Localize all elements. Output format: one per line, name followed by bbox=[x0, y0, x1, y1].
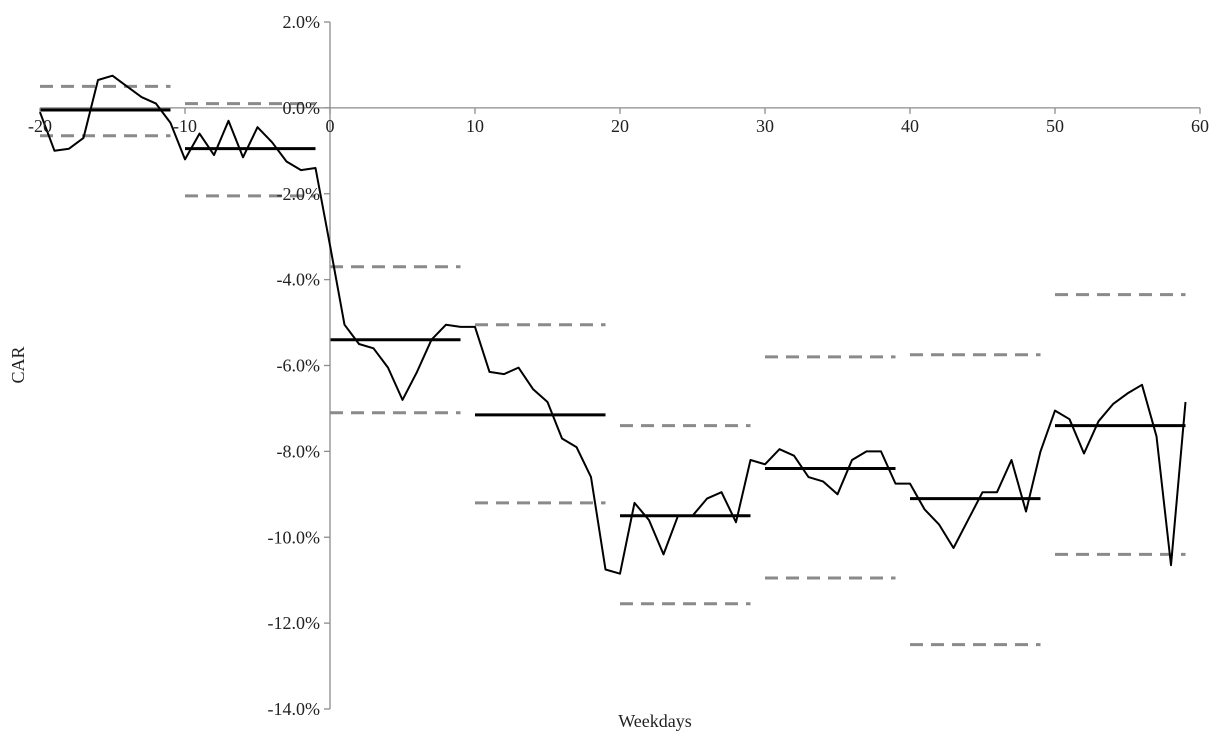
x-tick-label: -10 bbox=[173, 116, 197, 136]
x-tick-label: 60 bbox=[1191, 116, 1209, 136]
y-tick-label: -14.0% bbox=[268, 699, 321, 719]
y-tick-label: -10.0% bbox=[268, 527, 321, 547]
x-tick-label: 10 bbox=[466, 116, 484, 136]
y-tick-label: -4.0% bbox=[277, 270, 321, 290]
y-tick-label: 0.0% bbox=[283, 98, 321, 118]
car-series bbox=[39, 74, 1187, 575]
x-tick-label: 40 bbox=[901, 116, 919, 136]
y-tick-label: -12.0% bbox=[268, 613, 321, 633]
axes bbox=[39, 21, 1201, 710]
x-tick-labels: -20 -10 0 10 20 30 40 50 60 bbox=[28, 116, 1209, 136]
confidence-bands bbox=[40, 84, 1186, 647]
x-tick-label: -20 bbox=[28, 116, 52, 136]
x-tick-label: 30 bbox=[756, 116, 774, 136]
x-tick-label: 50 bbox=[1046, 116, 1064, 136]
y-tick-label: -2.0% bbox=[277, 184, 321, 204]
y-tick-label: 2.0% bbox=[283, 12, 321, 32]
y-tick-label: -8.0% bbox=[277, 441, 321, 461]
y-tick-labels: 2.0% 0.0% -2.0% -4.0% -6.0% -8.0% -10.0% -12.0%… bbox=[268, 12, 321, 719]
x-axis-title: Weekdays bbox=[618, 711, 692, 731]
car-series-line bbox=[39, 74, 1187, 575]
x-tick-label: 20 bbox=[611, 116, 629, 136]
period-means bbox=[40, 108, 1186, 518]
y-tick-label: -6.0% bbox=[277, 356, 321, 376]
x-tick-label: 0 bbox=[326, 116, 335, 136]
y-axis-title: CAR bbox=[8, 346, 28, 383]
